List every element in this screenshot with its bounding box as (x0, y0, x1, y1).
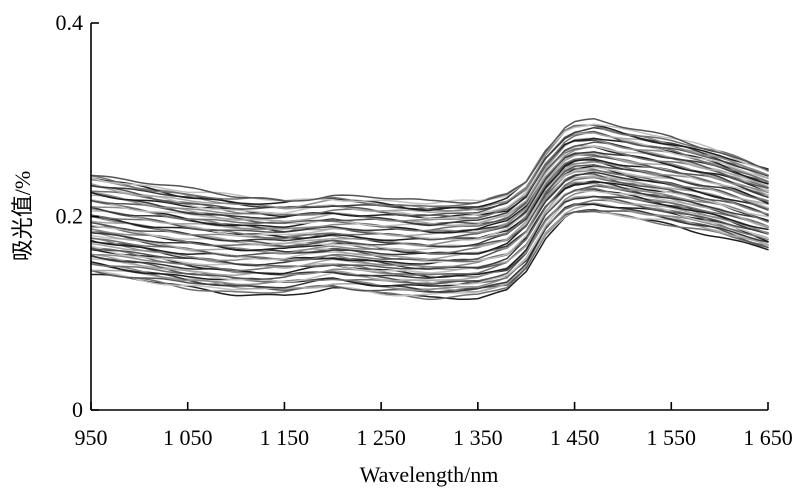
x-tick-label: 950 (75, 425, 108, 450)
y-tick-label: 0 (72, 397, 83, 422)
spectrum-line (90, 138, 769, 222)
spectrum-line (90, 166, 769, 251)
spectrum-line (90, 117, 769, 204)
x-tick-label: 1 250 (356, 425, 406, 450)
x-axis-ticks: 950 1 050 1 150 1 250 1 350 1 450 1 550 1 650 (75, 402, 793, 450)
spectrum-line (90, 139, 769, 227)
spectrum-line (90, 124, 769, 208)
spectrum-line (90, 145, 769, 232)
spectrum-line (90, 152, 769, 237)
spectrum-line (90, 209, 769, 297)
spectrum-line (90, 190, 769, 274)
x-tick-label: 1 650 (743, 425, 793, 450)
spectrum-line (90, 182, 769, 271)
spectrum-line (90, 123, 769, 212)
spectrum-line (90, 208, 769, 301)
spectrum-line (90, 161, 769, 246)
spectrum-line (90, 167, 769, 255)
spectrum-line (90, 153, 769, 241)
x-axis-title: Wavelength/nm (360, 462, 499, 487)
spectrum-line (90, 187, 769, 276)
spectrum-line (90, 175, 769, 261)
spectrum-line (90, 181, 769, 268)
spectrum-line (90, 199, 769, 285)
spectrum-line (90, 131, 769, 220)
x-tick-label: 1 150 (260, 425, 310, 450)
spectrum-line (90, 210, 769, 301)
spectrum-line (90, 202, 769, 292)
spectrum-line (90, 195, 769, 286)
spectrum-line (90, 130, 769, 217)
y-axis-ticks: 0 0.2 0.4 (56, 10, 99, 422)
spectrum-line (90, 173, 769, 262)
x-tick-label: 1 450 (550, 425, 600, 450)
x-tick-label: 1 350 (453, 425, 503, 450)
spectrum-line (90, 141, 769, 226)
x-tick-label: 1 050 (163, 425, 213, 450)
spectrum-line (90, 123, 769, 205)
spectra-series-group (90, 117, 769, 301)
y-tick-label: 0.4 (56, 10, 84, 35)
x-tick-label: 1 550 (647, 425, 697, 450)
y-axis-title: 吸光值/% (10, 171, 35, 261)
spectrum-line (90, 181, 769, 265)
spectrum-line (90, 195, 769, 282)
y-tick-label: 0.2 (56, 204, 84, 229)
